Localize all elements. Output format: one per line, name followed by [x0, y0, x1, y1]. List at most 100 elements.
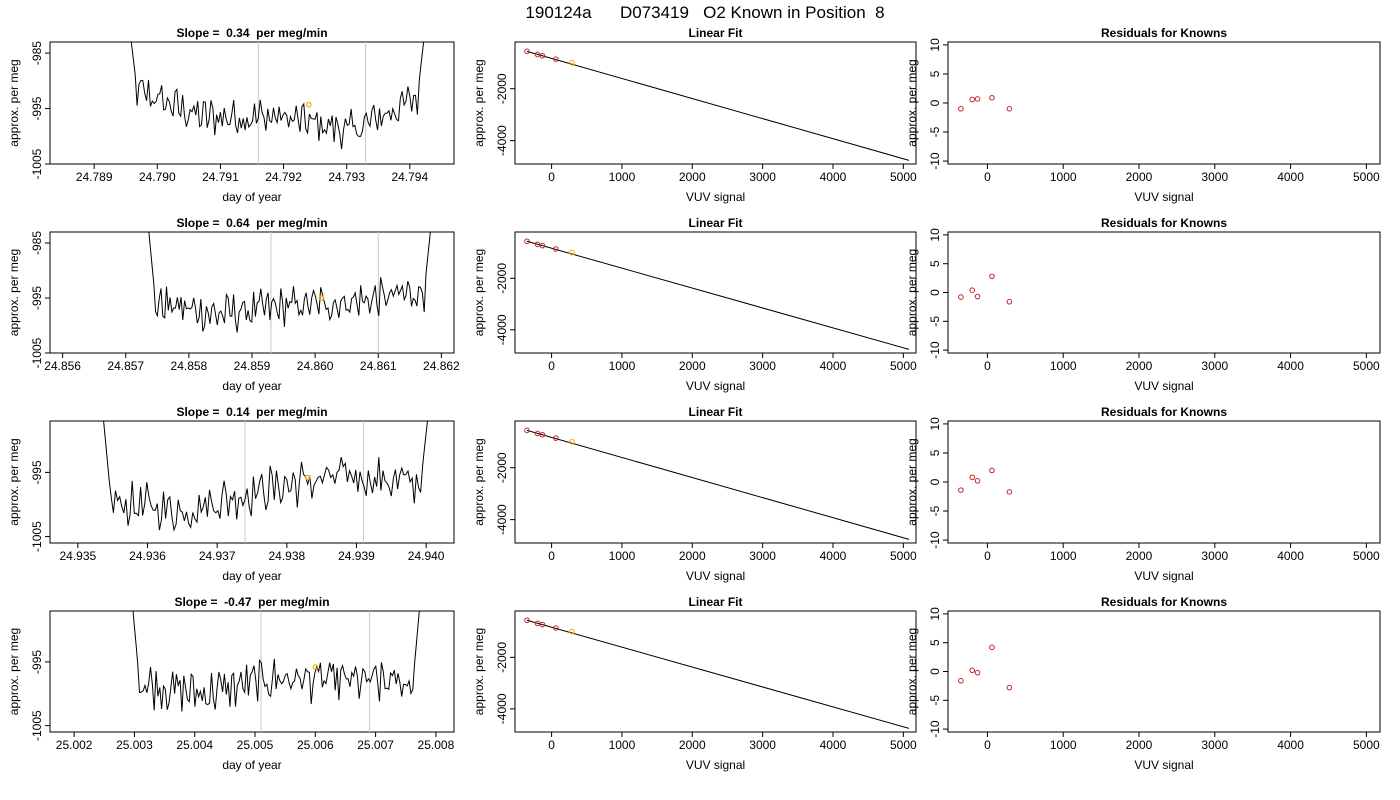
- x-tick-label: 2000: [679, 170, 706, 184]
- known-point: [534, 51, 541, 58]
- y-tick-label: -4000: [495, 504, 509, 535]
- plot-area: [148, 232, 431, 353]
- data-trace: [132, 611, 420, 712]
- x-tick-label: 25.002: [56, 738, 93, 752]
- unknown-point: [569, 59, 575, 66]
- y-tick-label: -1005: [30, 521, 44, 552]
- y-tick-label: -2000: [495, 452, 509, 483]
- plot-area: [958, 467, 1013, 495]
- x-tick-label: 4000: [820, 549, 847, 563]
- known-point: [539, 242, 546, 249]
- x-tick-label: 4000: [1277, 549, 1304, 563]
- x-tick-label: 0: [984, 170, 991, 184]
- known-point: [553, 246, 559, 252]
- known-point: [958, 294, 964, 300]
- panel-3-3: Residuals for Knowns 0 1000 2000 3000 4000 500…: [905, 405, 1381, 583]
- sample-marker: [318, 295, 325, 301]
- y-tick-label: -10: [928, 720, 942, 738]
- unknown-point: [569, 438, 575, 445]
- known-point: [553, 625, 559, 631]
- x-axis-title: VUV signal: [1134, 190, 1193, 204]
- x-tick-label: 24.936: [129, 549, 166, 563]
- x-tick-label: 24.862: [423, 359, 460, 373]
- known-point: [969, 667, 976, 674]
- known-point: [958, 487, 964, 493]
- x-tick-label: 2000: [1126, 359, 1153, 373]
- x-tick-label: 3000: [1201, 738, 1228, 752]
- known-point: [989, 94, 995, 101]
- x-tick-label: 2000: [1126, 170, 1153, 184]
- y-axis-title: approx. per meg: [905, 59, 919, 146]
- x-axis-title: day of year: [222, 569, 281, 583]
- panel-title: Slope = 0.14 per meg/min: [176, 405, 327, 419]
- known-point: [539, 621, 546, 628]
- x-tick-label: 24.791: [202, 170, 239, 184]
- figure-title: 190124a D073419 O2 Known in Position 8: [525, 3, 884, 22]
- x-tick-label: 24.793: [328, 170, 365, 184]
- x-tick-label: 25.007: [357, 738, 394, 752]
- plot-area: [524, 617, 910, 729]
- y-tick-label: -995: [30, 286, 44, 310]
- panel-3-1: Slope = 0.14 per meg/min 24.935 24.936 24.9…: [7, 405, 455, 583]
- x-axis-title: day of year: [222, 758, 281, 772]
- y-axis-title: approx. per meg: [472, 249, 486, 336]
- panel-title: Slope = -0.47 per meg/min: [174, 595, 329, 609]
- x-tick-label: 3000: [749, 359, 776, 373]
- data-trace: [148, 232, 431, 333]
- x-tick-label: 24.794: [391, 170, 428, 184]
- panel-title: Slope = 0.64 per meg/min: [176, 216, 327, 230]
- x-axis-title: VUV signal: [686, 190, 745, 204]
- fit-line: [526, 619, 910, 729]
- x-axis-title: day of year: [222, 379, 281, 393]
- y-tick-label: 0: [928, 478, 942, 485]
- x-tick-label: 4000: [820, 170, 847, 184]
- panel-1-1: Slope = 0.34 per meg/min 24.789 24.790 24.7…: [7, 26, 455, 204]
- known-point: [974, 293, 981, 300]
- known-point: [1006, 489, 1013, 495]
- y-tick-label: -2000: [495, 263, 509, 294]
- x-tick-label: 2000: [1126, 549, 1153, 563]
- x-axis-title: VUV signal: [686, 569, 745, 583]
- x-tick-label: 1000: [609, 549, 636, 563]
- known-point: [534, 241, 541, 248]
- x-tick-label: 1000: [1050, 738, 1077, 752]
- x-tick-label: 5000: [890, 549, 917, 563]
- unknown-point: [569, 628, 575, 635]
- y-tick-label: -2000: [495, 642, 509, 673]
- x-tick-label: 24.857: [107, 359, 144, 373]
- y-tick-label: -1005: [30, 148, 44, 179]
- x-tick-label: 4000: [820, 738, 847, 752]
- x-axis-title: day of year: [222, 190, 281, 204]
- panel-title: Slope = 0.34 per meg/min: [176, 26, 327, 40]
- plot-frame: [514, 41, 917, 165]
- x-tick-label: 25.005: [237, 738, 274, 752]
- x-tick-label: 3000: [1201, 359, 1228, 373]
- y-tick-label: -985: [30, 41, 44, 65]
- x-tick-label: 24.940: [408, 549, 445, 563]
- plot-area: [524, 238, 910, 350]
- x-tick-label: 24.789: [76, 170, 113, 184]
- y-tick-label: 0: [928, 99, 942, 106]
- x-tick-label: 5000: [1353, 738, 1380, 752]
- plot-frame: [49, 610, 455, 733]
- known-point: [989, 467, 995, 474]
- y-tick-label: 5: [928, 70, 942, 77]
- y-axis-title: approx. per meg: [7, 59, 21, 146]
- y-tick-label: -1005: [30, 337, 44, 368]
- y-axis-title: approx. per meg: [472, 628, 486, 715]
- x-tick-label: 3000: [749, 170, 776, 184]
- x-tick-label: 0: [548, 738, 555, 752]
- panel-title: Linear Fit: [688, 595, 742, 609]
- x-tick-label: 5000: [1353, 170, 1380, 184]
- plot-frame: [947, 420, 1381, 544]
- x-tick-label: 4000: [1277, 359, 1304, 373]
- x-tick-label: 1000: [1050, 170, 1077, 184]
- panel-title: Residuals for Knowns: [1101, 405, 1227, 419]
- panel-title: Residuals for Knowns: [1101, 595, 1227, 609]
- y-axis-title: approx. per meg: [7, 438, 21, 525]
- x-tick-label: 5000: [1353, 549, 1380, 563]
- panel-title: Residuals for Knowns: [1101, 216, 1227, 230]
- y-tick-label: 0: [928, 289, 942, 296]
- x-tick-label: 5000: [1353, 359, 1380, 373]
- x-tick-label: 25.004: [176, 738, 213, 752]
